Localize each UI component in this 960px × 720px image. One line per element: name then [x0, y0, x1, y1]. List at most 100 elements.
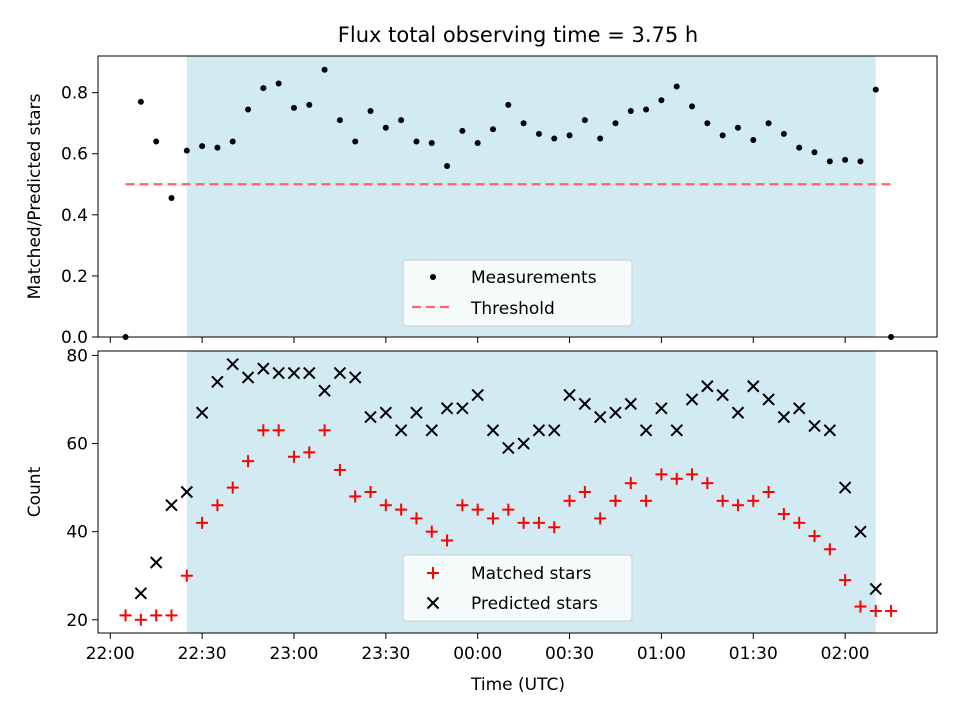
matched-star-point: [487, 512, 500, 525]
measurement-point: [137, 98, 144, 105]
x-tick-label: 23:30: [361, 644, 410, 664]
predicted-star-point-b: [793, 402, 806, 415]
bottom-y-axis-label: Count: [25, 466, 45, 517]
predicted-star-point-b: [670, 424, 683, 437]
predicted-star-point: [226, 358, 239, 371]
predicted-star-point: [287, 366, 301, 380]
matched-star-point: [379, 499, 392, 512]
predicted-star-point: [180, 485, 194, 499]
predicted-star-point: [195, 406, 209, 419]
predicted-star-point: [486, 424, 500, 437]
measurement-point: [826, 158, 833, 165]
bottom-y-tick-label: 80: [66, 346, 88, 366]
predicted-star-point: [854, 525, 867, 538]
measurement-point: [765, 120, 772, 127]
top-legend-box: [402, 259, 633, 327]
matched-star-point: [670, 472, 683, 485]
predicted-star-point-b: [149, 556, 163, 569]
predicted-star-point-b: [701, 380, 714, 393]
predicted-star-point-b: [333, 366, 347, 380]
top-legend: Measurements Threshold: [402, 259, 633, 327]
top-y-tick-label: 0.4: [61, 206, 88, 226]
predicted-star-point: [838, 481, 852, 494]
matched-star-point: [808, 530, 821, 543]
matched-star-point: [716, 494, 729, 507]
matched-star-point: [578, 486, 591, 498]
predicted-star-point: [149, 556, 163, 569]
top-y-tick-label: 0.2: [61, 267, 88, 287]
bottom-y-tick-label: 40: [66, 523, 88, 543]
predicted-star-point: [394, 424, 408, 437]
measurement-point: [382, 124, 389, 131]
measurement-point: [872, 86, 879, 93]
measurement-point: [734, 124, 741, 131]
matched-star-point: [395, 503, 408, 516]
predicted-star-point: [364, 410, 377, 424]
matched-star-point: [349, 490, 362, 503]
matched-star-point: [364, 486, 377, 498]
measurement-point: [428, 140, 435, 147]
bottom-legend: Matched stars Predicted stars: [402, 554, 633, 622]
matched-star-point: [502, 503, 515, 516]
top-y-tick-label: 0.0: [61, 328, 88, 348]
predicted-star-point-b: [195, 406, 209, 419]
measurement-point: [352, 138, 359, 145]
predicted-star-point-b: [532, 424, 546, 437]
predicted-star-point-b: [257, 362, 270, 375]
predicted-star-point-b: [762, 393, 775, 406]
predicted-star-point: [578, 397, 592, 411]
measurement-point: [367, 107, 374, 114]
matched-star-point: [303, 446, 316, 459]
measurement-point: [199, 143, 206, 150]
predicted-star-point-b: [318, 384, 331, 397]
measurement-point: [290, 104, 297, 111]
predicted-star-point-b: [609, 406, 622, 419]
predicted-star-point: [211, 375, 224, 389]
measurement-point: [658, 97, 665, 104]
measurement-point: [627, 107, 634, 114]
matched-star-point: [869, 604, 882, 617]
predicted-star-point: [410, 406, 423, 419]
measurement-point: [535, 130, 542, 137]
top-y-tick-label: 0.6: [61, 145, 88, 165]
x-axis-label: Time (UTC): [470, 675, 565, 695]
top-y-tick-label: 0.8: [61, 84, 88, 104]
matched-star-point: [211, 499, 224, 512]
matched-star-point: [762, 486, 775, 498]
matched-star-point: [747, 494, 760, 507]
predicted-star-point-b: [747, 380, 760, 393]
predicted-star-point-b: [655, 402, 668, 415]
measurement-point: [153, 138, 160, 145]
predicted-star-point-b: [716, 388, 729, 402]
predicted-star-point-b: [180, 485, 194, 499]
matched-star-point: [854, 600, 867, 613]
predicted-star-point-b: [838, 481, 852, 494]
x-tick-label: 00:00: [453, 644, 502, 664]
predicted-star-point-b: [272, 366, 285, 380]
matched-star-point: [624, 477, 637, 490]
predicted-star-point: [593, 410, 607, 424]
measurement-point: [214, 144, 221, 151]
predicted-star-point: [823, 424, 837, 437]
measurement-point: [597, 135, 604, 142]
matched-star-point: [609, 494, 622, 507]
measurement-point: [474, 140, 481, 147]
matched-star-point: [410, 512, 423, 525]
predicted-star-point: [532, 424, 546, 437]
measurement-point: [306, 101, 313, 108]
measurement-point: [689, 103, 696, 110]
predicted-star-point-b: [731, 406, 745, 419]
predicted-star-point-b: [777, 410, 791, 424]
predicted-star-point-b: [303, 366, 316, 380]
predicted-star-point: [563, 388, 576, 402]
matched-star-point: [226, 481, 239, 494]
predicted-star-point: [502, 441, 515, 455]
predicted-star-point-b: [639, 424, 653, 437]
predicted-star-point: [793, 402, 806, 415]
bottom-axes-frame: [97, 350, 938, 634]
matched-star-point: [242, 455, 255, 468]
predicted-star-point: [747, 380, 760, 393]
x-tick-label: 22:30: [178, 644, 227, 664]
legend-label-measurements: Measurements: [471, 268, 597, 288]
matched-star-point: [165, 609, 178, 622]
